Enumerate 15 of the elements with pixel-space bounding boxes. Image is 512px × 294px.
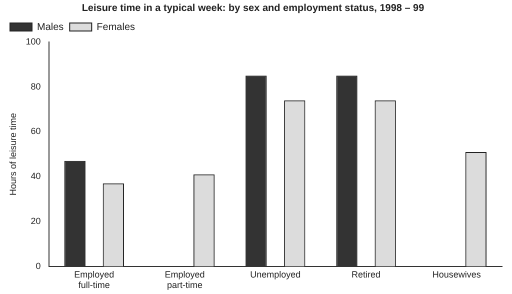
x-tick-label: Retired — [352, 269, 381, 280]
chart-title: Leisure time in a typical week: by sex and employment status, 1998 – 99 — [82, 2, 425, 14]
x-tick-label: Employed full-time — [74, 269, 114, 290]
legend-label: Females — [96, 22, 136, 33]
y-tick-label: 20 — [30, 216, 41, 226]
y-tick-label: 80 — [30, 81, 41, 92]
y-tick-label: 60 — [30, 126, 41, 136]
y-tick-label: 40 — [30, 171, 41, 182]
y-axis-title: Hours of leisure time — [8, 112, 18, 196]
x-tick-label: Housewives — [432, 269, 482, 280]
y-tick-label: 100 — [26, 36, 41, 46]
legend-label: Males — [37, 22, 64, 33]
y-tick-label: 0 — [36, 260, 41, 271]
x-tick-label: Unemployed — [250, 269, 301, 280]
x-tick-label: Employed part-time — [164, 269, 205, 290]
